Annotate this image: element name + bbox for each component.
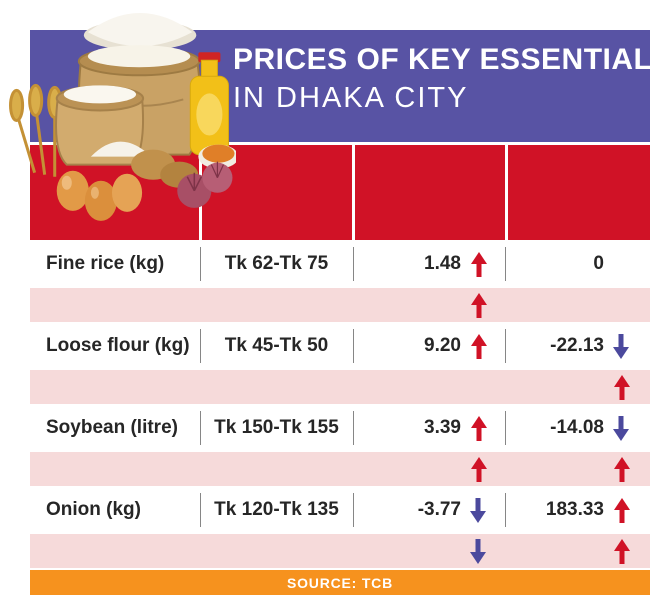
page-subtitle: IN DHAKA CITY — [233, 82, 469, 114]
price-label: Tk 150-Tk 155 — [214, 417, 339, 438]
change1-cell: 3.39 — [353, 404, 505, 452]
change2-cell: 0 — [505, 240, 650, 288]
price-cell — [200, 534, 353, 568]
page-title: PRICES OF KEY ESSENTIALS — [233, 43, 654, 76]
change2-arrow-icon — [613, 375, 630, 400]
change1-arrow-icon — [470, 252, 487, 277]
change2-cell — [505, 288, 650, 322]
price-cell — [200, 370, 353, 404]
price-cell — [200, 288, 353, 322]
change1-arrow-icon — [470, 539, 487, 564]
change1-cell — [353, 370, 505, 404]
price-label: Tk 45-Tk 50 — [224, 335, 329, 356]
change2-arrow-icon — [613, 334, 630, 359]
change1-value: 9.20 — [424, 335, 461, 356]
item-label: Onion (kg) — [46, 499, 141, 520]
change2-value: -14.08 — [550, 417, 604, 438]
price-cell: Tk 62-Tk 75 — [200, 240, 353, 288]
change1-cell — [353, 452, 505, 486]
item-cell: Onion (kg) — [30, 486, 200, 534]
item-cell — [30, 288, 200, 322]
item-label: Loose flour (kg) — [46, 335, 190, 356]
title-block: PRICES OF KEY ESSENTIALS IN DHAKA CITY — [233, 43, 654, 115]
table-row-spacer — [30, 452, 650, 486]
change2-cell: -14.08 — [505, 404, 650, 452]
price-label: Tk 120-Tk 135 — [214, 499, 339, 520]
change1-arrow-icon — [470, 334, 487, 359]
price-label: Tk 62-Tk 75 — [224, 253, 329, 274]
price-cell — [200, 452, 353, 486]
table-header-cell — [508, 145, 650, 240]
change1-arrow-icon — [470, 498, 487, 523]
change2-cell — [505, 452, 650, 486]
change2-value: 0 — [593, 253, 604, 274]
change2-cell — [505, 370, 650, 404]
item-cell: Soybean (litre) — [30, 404, 200, 452]
change1-cell: 1.48 — [353, 240, 505, 288]
table-header-cell — [355, 145, 505, 240]
change1-cell — [353, 534, 505, 568]
table-row: Fine rice (kg) Tk 62-Tk 75 1.48 0 — [30, 240, 650, 288]
change2-value: -22.13 — [550, 335, 604, 356]
table-row: Soybean (litre) Tk 150-Tk 155 3.39 -14.0… — [30, 404, 650, 452]
change2-arrow-icon — [613, 457, 630, 482]
item-cell: Fine rice (kg) — [30, 240, 200, 288]
source-bar: SOURCE: TCB — [30, 570, 650, 595]
change1-value: 3.39 — [424, 417, 461, 438]
change2-value: 183.33 — [545, 499, 604, 520]
price-table: Fine rice (kg) Tk 62-Tk 75 1.48 0 Loose … — [30, 240, 650, 568]
item-label: Fine rice (kg) — [46, 253, 165, 274]
change2-arrow-icon — [613, 416, 630, 441]
item-cell — [30, 370, 200, 404]
change2-arrow-icon — [613, 498, 630, 523]
change1-arrow-icon — [470, 416, 487, 441]
change1-cell: 9.20 — [353, 322, 505, 370]
item-cell — [30, 452, 200, 486]
change1-cell: -3.77 — [353, 486, 505, 534]
change2-arrow-icon — [613, 539, 630, 564]
table-row: Onion (kg) Tk 120-Tk 135 -3.77 183.33 — [30, 486, 650, 534]
item-cell: Loose flour (kg) — [30, 322, 200, 370]
price-cell: Tk 45-Tk 50 — [200, 322, 353, 370]
price-cell: Tk 120-Tk 135 — [200, 486, 353, 534]
table-row-spacer — [30, 534, 650, 568]
item-cell — [30, 534, 200, 568]
price-cell: Tk 150-Tk 155 — [200, 404, 353, 452]
change2-cell — [505, 534, 650, 568]
change2-cell: -22.13 — [505, 322, 650, 370]
change1-value: -3.77 — [417, 499, 461, 520]
change2-cell: 183.33 — [505, 486, 650, 534]
table-row-spacer — [30, 288, 650, 322]
change1-value: 1.48 — [424, 253, 461, 274]
food-items-illustration — [9, 13, 236, 221]
item-label: Soybean (litre) — [46, 417, 178, 438]
change1-arrow-icon — [470, 293, 487, 318]
change1-cell — [353, 288, 505, 322]
table-row: Loose flour (kg) Tk 45-Tk 50 9.20 -22.13 — [30, 322, 650, 370]
source-label: SOURCE: TCB — [286, 574, 394, 591]
table-row-spacer — [30, 370, 650, 404]
change1-arrow-icon — [470, 457, 487, 482]
